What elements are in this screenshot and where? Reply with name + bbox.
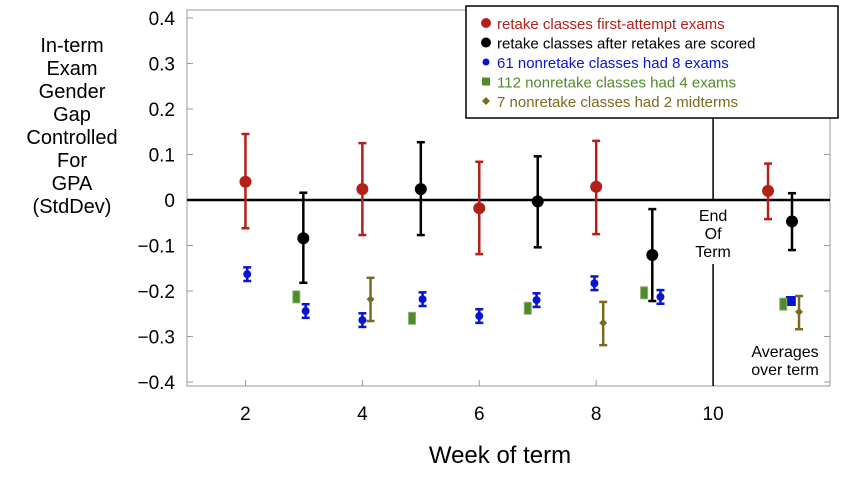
data-point	[656, 292, 665, 301]
legend-label: 112 nonretake classes had 4 exams	[497, 75, 736, 92]
y-tick-label: 0.2	[149, 100, 175, 121]
y-axis-label-line: In-term	[40, 35, 103, 57]
legend-marker	[481, 18, 491, 28]
x-tick-label: 4	[357, 404, 368, 425]
data-point	[762, 184, 775, 197]
legend-label: retake classes first-attempt exams	[497, 16, 725, 33]
data-point	[779, 297, 788, 311]
data-point	[239, 175, 252, 188]
data-point	[785, 296, 796, 307]
averages-annotation: Averages	[751, 344, 818, 361]
legend-label: 7 nonretake classes had 2 midterms	[497, 94, 738, 111]
data-point	[301, 307, 310, 316]
y-tick-label: 0.4	[149, 9, 176, 30]
series-1	[297, 140, 799, 303]
y-tick-label: 0	[164, 191, 175, 212]
legend-marker	[482, 77, 490, 86]
end-of-term-annotation: End	[699, 208, 727, 225]
y-axis-label-line: GPA	[52, 173, 93, 195]
y-axis-label-line: Gender	[39, 81, 106, 103]
legend-label: 61 nonretake classes had 8 exams	[497, 55, 729, 72]
averages-annotation: over term	[751, 362, 819, 379]
data-point	[356, 183, 369, 196]
data-point	[531, 195, 544, 208]
y-tick-label: 0.1	[149, 146, 175, 167]
y-tick-label: 0.3	[149, 55, 175, 76]
data-point	[366, 295, 375, 304]
data-point	[532, 296, 541, 305]
y-tick-label: −0.3	[137, 328, 175, 349]
x-tick-label: 10	[703, 404, 724, 425]
data-point	[243, 270, 252, 279]
data-point	[646, 249, 659, 262]
x-tick-label: 6	[474, 404, 485, 425]
legend-label: retake classes after retakes are scored	[497, 36, 755, 53]
data-point	[523, 301, 532, 315]
data-point	[418, 295, 427, 304]
legend-marker	[482, 58, 490, 66]
series-3	[292, 286, 788, 325]
data-point	[590, 279, 599, 288]
data-point	[408, 311, 417, 325]
legend: retake classes first-attempt exams retake…	[465, 5, 839, 119]
y-axis-label-line: Exam	[46, 58, 97, 80]
series-4	[366, 276, 804, 347]
data-point	[599, 318, 608, 327]
data-point	[358, 316, 367, 325]
y-axis-label: In-termExamGenderGapControlledForGPA(Std…	[26, 35, 117, 218]
y-axis-label-line: Gap	[53, 104, 91, 126]
legend-marker	[481, 37, 491, 48]
x-tick-label: 8	[591, 404, 602, 425]
data-point	[297, 232, 310, 245]
end-of-term-annotation: Of	[705, 226, 722, 243]
y-tick-label: −0.2	[137, 282, 175, 303]
x-axis-label: Week of term	[429, 442, 571, 469]
y-tick-label: −0.4	[137, 373, 175, 394]
data-point	[786, 215, 799, 228]
series-2	[243, 266, 796, 329]
y-axis-label-line: For	[57, 150, 87, 172]
data-point	[473, 202, 486, 215]
data-point	[640, 286, 649, 300]
y-axis-label-line: Controlled	[26, 127, 117, 149]
data-point	[292, 290, 301, 304]
y-axis-label-line: (StdDev)	[33, 196, 112, 218]
data-point	[795, 307, 804, 316]
end-of-term-annotation: Term	[695, 244, 731, 261]
legend-box	[465, 5, 839, 119]
y-tick-label: −0.1	[137, 237, 175, 258]
data-point	[590, 180, 603, 193]
data-point	[414, 183, 427, 196]
series-0	[239, 132, 775, 256]
x-tick-label: 2	[240, 404, 251, 425]
data-point	[475, 312, 484, 321]
legend-marker	[482, 97, 490, 105]
